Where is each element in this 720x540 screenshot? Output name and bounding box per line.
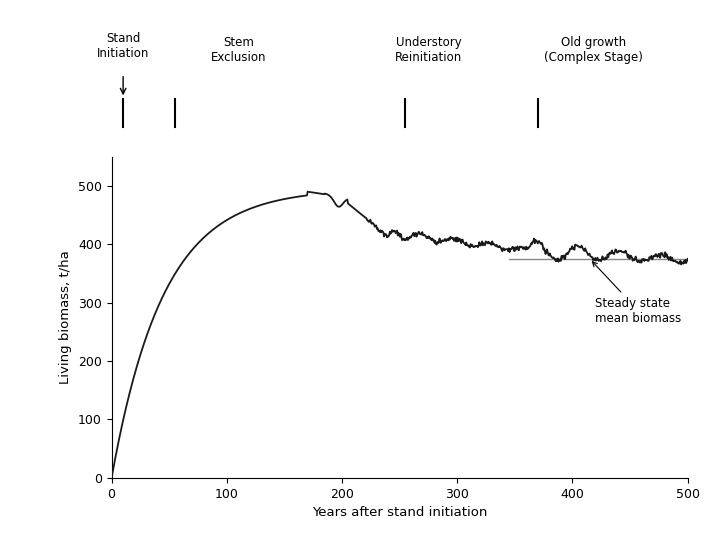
Text: Stem
Exclusion: Stem Exclusion <box>210 36 266 64</box>
Text: Old growth
(Complex Stage): Old growth (Complex Stage) <box>544 36 642 64</box>
Text: Understory
Reinitiation: Understory Reinitiation <box>395 36 462 64</box>
Text: Steady state
mean biomass: Steady state mean biomass <box>593 262 682 325</box>
Text: Stand
Initiation: Stand Initiation <box>97 32 149 60</box>
X-axis label: Years after stand initiation: Years after stand initiation <box>312 506 487 519</box>
Y-axis label: Living biomass, t/ha: Living biomass, t/ha <box>59 251 72 384</box>
